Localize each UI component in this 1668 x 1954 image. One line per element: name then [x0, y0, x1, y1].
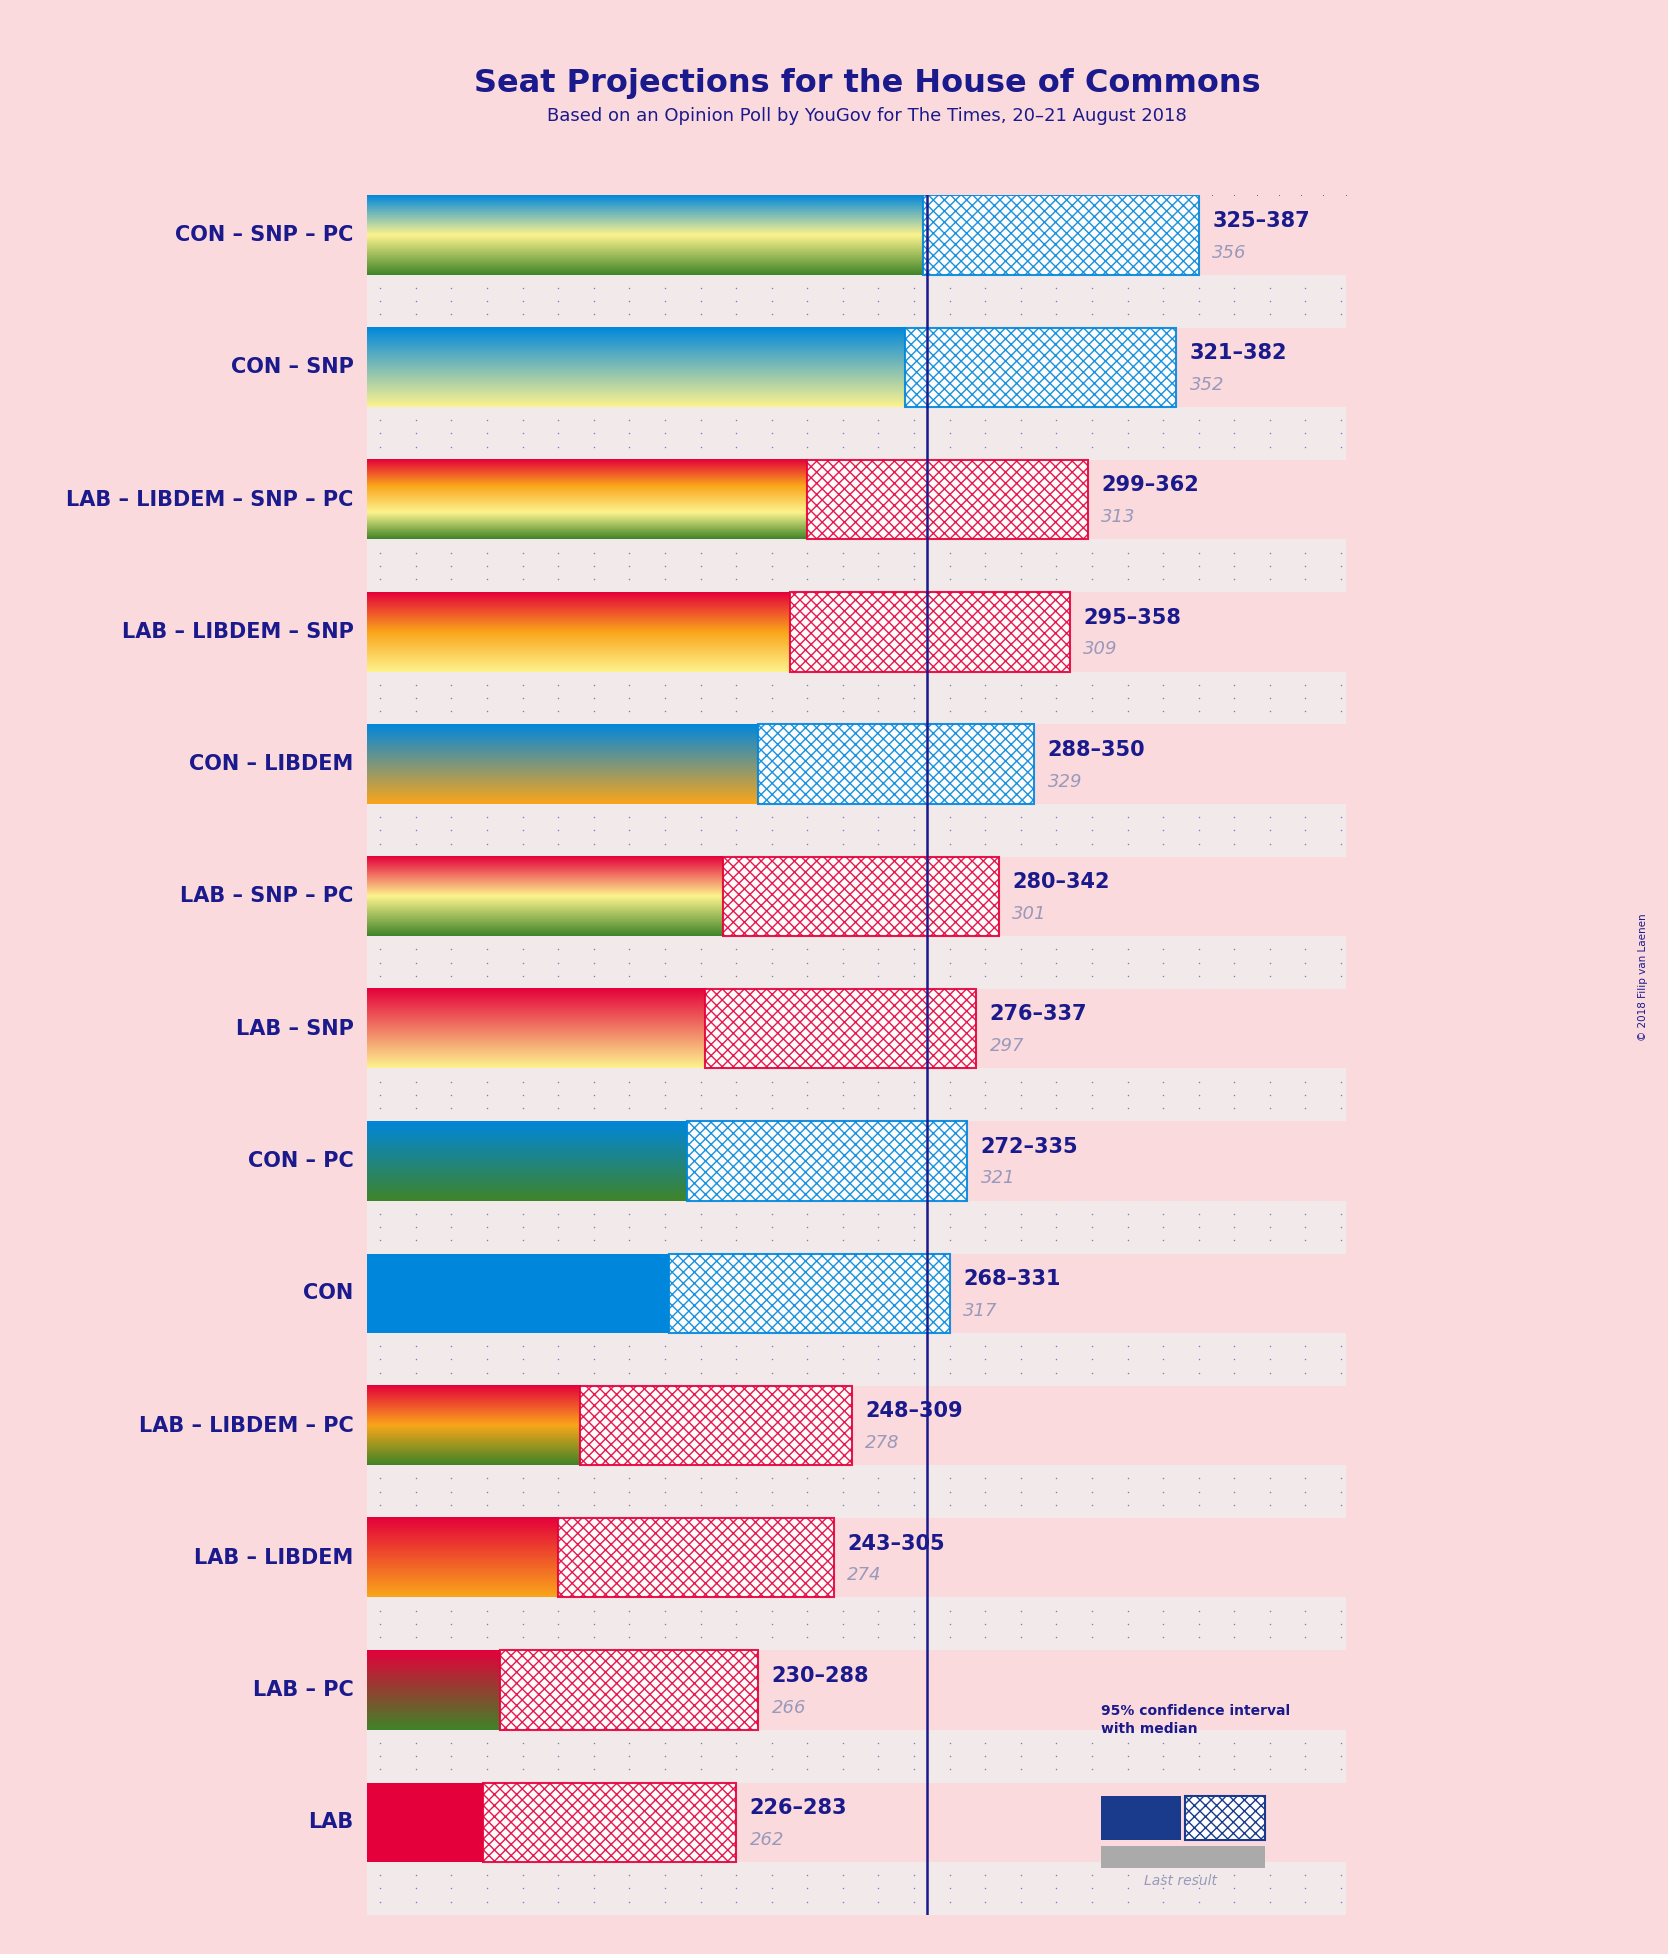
Bar [500, 1651, 759, 1729]
Text: Based on an Opinion Poll by YouGov for The Times, 20–21 August 2018: Based on an Opinion Poll by YouGov for T… [547, 107, 1188, 125]
Text: 268–331: 268–331 [962, 1268, 1061, 1290]
Text: 243–305: 243–305 [847, 1534, 946, 1553]
Bar [367, 406, 1346, 459]
Bar [367, 672, 1346, 725]
Bar [580, 1385, 852, 1466]
Bar [1186, 1796, 1266, 1839]
Text: 299–362: 299–362 [1101, 475, 1199, 494]
Bar [669, 1254, 949, 1333]
Text: 274: 274 [847, 1567, 882, 1585]
Text: LAB – SNP: LAB – SNP [235, 1018, 354, 1040]
Bar [367, 1729, 1346, 1782]
Bar [367, 803, 1346, 856]
Text: 248–309: 248–309 [866, 1401, 962, 1421]
Bar [367, 936, 1346, 989]
Text: 356: 356 [1213, 244, 1246, 262]
Text: 272–335: 272–335 [981, 1137, 1079, 1157]
Bar [906, 328, 1176, 406]
Text: LAB – LIBDEM – PC: LAB – LIBDEM – PC [138, 1415, 354, 1436]
Bar [367, 1729, 1346, 1782]
Text: 95% confidence interval
with median: 95% confidence interval with median [1101, 1704, 1289, 1737]
Text: 266: 266 [772, 1698, 806, 1716]
Text: 288–350: 288–350 [1048, 741, 1146, 760]
Text: LAB – PC: LAB – PC [254, 1680, 354, 1700]
Bar [367, 539, 1346, 592]
Bar [367, 1598, 1346, 1651]
Text: LAB – LIBDEM – SNP – PC: LAB – LIBDEM – SNP – PC [67, 490, 354, 510]
Text: Last result: Last result [1144, 1874, 1218, 1888]
Text: 321–382: 321–382 [1189, 344, 1288, 363]
Text: 321: 321 [981, 1168, 1016, 1188]
Bar [367, 1466, 1346, 1518]
Text: CON – SNP – PC: CON – SNP – PC [175, 225, 354, 244]
Bar [367, 1598, 1346, 1651]
Text: 276–337: 276–337 [989, 1004, 1088, 1024]
Bar [367, 1333, 1346, 1385]
Text: 262: 262 [749, 1831, 784, 1848]
Bar [367, 1069, 1346, 1122]
Text: CON – PC: CON – PC [249, 1151, 354, 1170]
Bar [482, 1782, 736, 1862]
Bar [367, 406, 1346, 459]
Bar [807, 459, 1088, 539]
Text: 301: 301 [1012, 905, 1046, 922]
Bar [367, 276, 1346, 328]
Text: LAB: LAB [309, 1811, 354, 1833]
Text: LAB – SNP – PC: LAB – SNP – PC [180, 887, 354, 907]
Bar [367, 1069, 1346, 1122]
Bar [367, 803, 1346, 856]
Text: LAB – LIBDEM – SNP: LAB – LIBDEM – SNP [122, 621, 354, 643]
Text: 226–283: 226–283 [749, 1798, 847, 1817]
Text: Seat Projections for the House of Commons: Seat Projections for the House of Common… [474, 68, 1261, 100]
Text: LAB – LIBDEM: LAB – LIBDEM [195, 1548, 354, 1567]
Bar [367, 539, 1346, 592]
Bar [367, 1782, 482, 1862]
Bar [367, 1333, 1346, 1385]
Bar [367, 1862, 1346, 1915]
Bar [687, 1122, 967, 1200]
Text: CON – SNP: CON – SNP [230, 358, 354, 377]
Text: 352: 352 [1189, 375, 1224, 395]
Text: CON: CON [304, 1284, 354, 1303]
Bar [367, 672, 1346, 725]
Bar [367, 936, 1346, 989]
Text: 309: 309 [1083, 641, 1118, 658]
Text: 313: 313 [1101, 508, 1136, 526]
Text: 230–288: 230–288 [772, 1665, 869, 1686]
Bar [706, 989, 976, 1069]
Text: 280–342: 280–342 [1012, 871, 1109, 893]
Bar [759, 725, 1034, 803]
Text: 325–387: 325–387 [1213, 211, 1309, 231]
Bar [1101, 1796, 1181, 1839]
Text: 297: 297 [989, 1038, 1024, 1055]
Bar [367, 1862, 1346, 1915]
Bar [367, 1200, 1346, 1254]
Bar [722, 856, 999, 936]
Bar [559, 1518, 834, 1598]
Bar [367, 1466, 1346, 1518]
Text: 278: 278 [866, 1434, 899, 1452]
Text: 329: 329 [1048, 772, 1083, 791]
Bar [1101, 1847, 1266, 1868]
Bar [367, 276, 1346, 328]
Text: 317: 317 [962, 1301, 997, 1319]
Bar [367, 1254, 669, 1333]
Bar [922, 195, 1199, 276]
Text: CON – LIBDEM: CON – LIBDEM [190, 754, 354, 774]
Text: © 2018 Filip van Laenen: © 2018 Filip van Laenen [1638, 913, 1648, 1041]
Bar [367, 1200, 1346, 1254]
Bar [789, 592, 1069, 672]
Text: 295–358: 295–358 [1083, 608, 1181, 627]
